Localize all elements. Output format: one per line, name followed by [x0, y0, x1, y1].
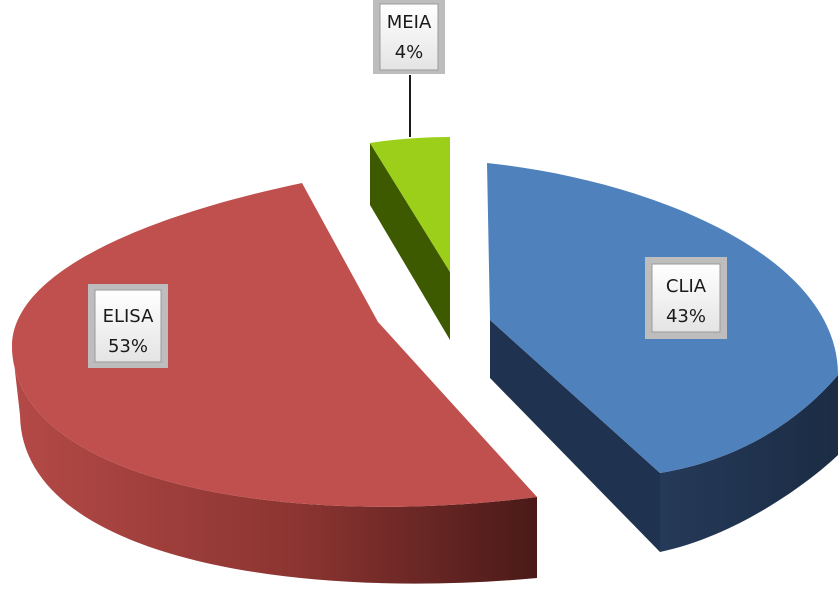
slice-meia[interactable]	[370, 137, 450, 340]
data-label-meia-value: 4%	[395, 42, 424, 63]
slice-elisa-top	[12, 183, 537, 507]
slice-meia-side	[370, 143, 450, 340]
slice-clia-side-inner	[490, 320, 660, 552]
data-label-elisa-name: ELISA	[103, 306, 154, 327]
slice-elisa[interactable]	[12, 183, 537, 584]
data-label-meia: MEIA 4%	[373, 0, 445, 74]
slice-clia-side-outer	[660, 375, 838, 552]
data-label-clia-name: CLIA	[666, 276, 707, 297]
data-label-clia-value: 43%	[666, 306, 706, 327]
data-label-elisa-value: 53%	[108, 336, 148, 357]
data-label-clia: CLIA 43%	[645, 257, 727, 339]
slice-clia[interactable]	[487, 163, 838, 552]
slice-elisa-side	[12, 345, 537, 584]
data-label-meia-name: MEIA	[387, 12, 432, 33]
slice-meia-top	[370, 137, 450, 272]
data-label-elisa: ELISA 53%	[88, 284, 168, 368]
